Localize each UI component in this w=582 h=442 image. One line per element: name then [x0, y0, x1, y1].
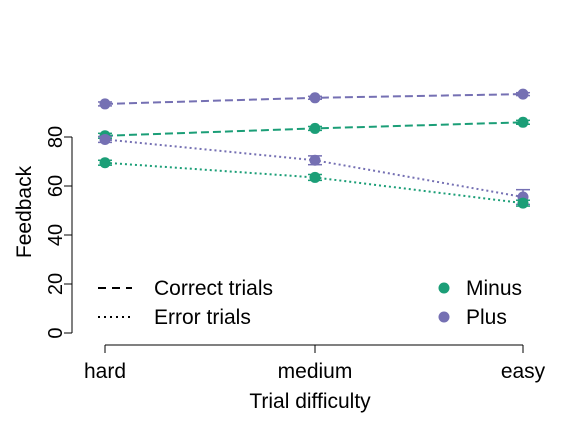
y-axis-title: Feedback [13, 165, 36, 258]
y-tick-label: 0 [45, 327, 67, 338]
legend-point-swatch [438, 311, 450, 323]
legend-label: Error trials [154, 306, 251, 329]
data-point [309, 122, 321, 134]
y-tick-label: 60 [45, 175, 67, 197]
y-tick-label: 40 [45, 224, 67, 246]
legend-point-swatch [438, 282, 450, 294]
data-point [517, 116, 529, 128]
x-axis-title: Trial difficulty [249, 390, 371, 413]
data-point [517, 88, 529, 100]
chart-marks [98, 88, 530, 209]
x-tick-label: medium [278, 360, 353, 383]
data-point [99, 133, 111, 145]
y-tick-label: 20 [45, 273, 67, 295]
data-point [517, 197, 529, 209]
legend-label: Minus [466, 277, 522, 300]
x-tick-label: easy [501, 360, 546, 383]
legend: Correct trials Error trials Minus Plus [98, 277, 522, 329]
data-point [309, 92, 321, 104]
x-tick-label: hard [84, 360, 126, 383]
chart-axes: 0 20 40 60 80 hard medium easy [45, 126, 546, 383]
data-point [309, 171, 321, 183]
series-line [104, 161, 524, 205]
data-point [99, 98, 111, 110]
data-point [99, 157, 111, 169]
legend-label: Plus [466, 306, 507, 329]
data-point [309, 154, 321, 166]
legend-label: Correct trials [154, 277, 273, 300]
series-line [104, 138, 524, 199]
y-tick-label: 80 [45, 126, 67, 148]
